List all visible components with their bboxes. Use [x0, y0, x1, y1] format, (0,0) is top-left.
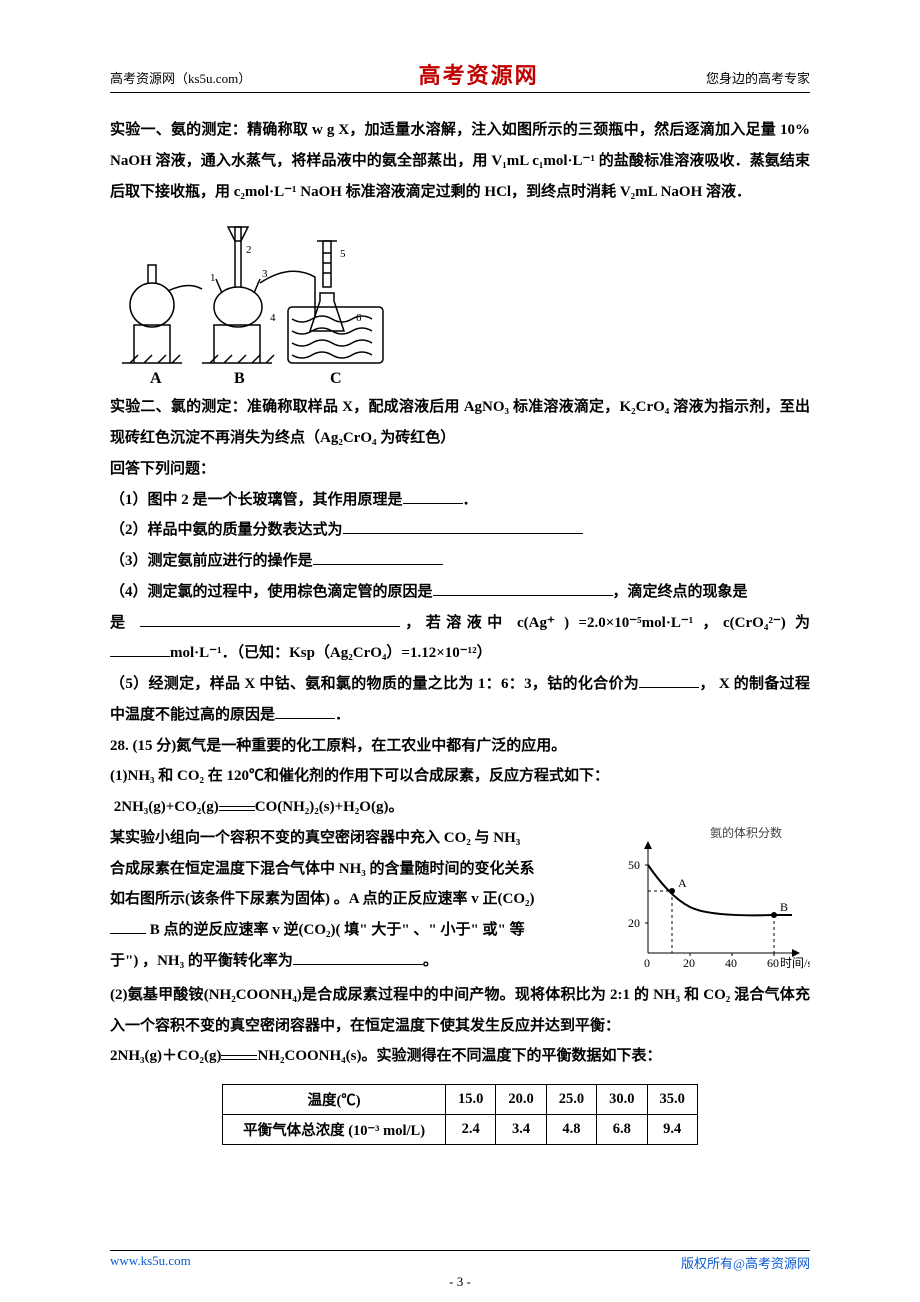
q4c: ，若溶液中 c(Ag⁺ ) =2.0×10⁻⁵mol·L⁻¹ ，c(CrO₄²⁻…	[400, 615, 810, 631]
exp2-desc: 实验二、氯的测定：准确称取样品 X，配成溶液后用 AgNO₃ 标准溶液滴定，K₂…	[110, 392, 810, 454]
blank	[140, 626, 400, 627]
chart-text-block: 氨的体积分数 50 20 0 20 40 60 时间/s	[110, 823, 810, 980]
q4-line2: 是 ，若溶液中 c(Ag⁺ ) =2.0×10⁻⁵mol·L⁻¹ ，c(CrO₄…	[110, 608, 810, 639]
header: 高考资源网（ks5u.com） 高考资源网 您身边的高考专家	[110, 58, 810, 93]
q1-text: （1）图中 2 是一个长玻璃管，其作用原理是	[110, 492, 403, 508]
sec28-title: 28. (15 分)氮气是一种重要的化工原料，在工农业中都有广泛的应用。	[110, 731, 810, 762]
svg-text:0: 0	[644, 956, 650, 970]
q4b: ，滴定终点的现象是	[613, 584, 748, 600]
svg-text:60: 60	[767, 956, 779, 970]
footer: www.ks5u.com 版权所有@高考资源网	[110, 1250, 810, 1272]
q3: （3）测定氨前应进行的操作是	[110, 546, 810, 577]
svg-text:3: 3	[262, 268, 268, 280]
q2-text: （2）样品中氨的质量分数表达式为	[110, 522, 343, 538]
nh3-chart: 氨的体积分数 50 20 0 20 40 60 时间/s	[620, 825, 810, 980]
cell: 6.8	[597, 1115, 647, 1145]
exp1-desc: 实验一、氨的测定：精确称取 w g X，加适量水溶解，注入如图所示的三颈瓶中，然…	[110, 115, 810, 207]
apparatus-figure: A B C 2 1 3 4 5 6	[110, 213, 810, 388]
label-b: B	[234, 370, 245, 387]
blank	[313, 564, 443, 565]
q5-line1: （5）经测定，样品 X 中钴、氨和氯的物质的量之比为 1：6：3，钴的化合价为，…	[110, 669, 810, 731]
blank	[275, 718, 335, 719]
blank	[293, 964, 423, 965]
equilibrium-table: 温度(℃) 15.0 20.0 25.0 30.0 35.0 平衡气体总浓度 (…	[222, 1084, 698, 1145]
svg-text:4: 4	[270, 312, 276, 324]
cell: 20.0	[496, 1085, 546, 1115]
blank	[110, 656, 170, 657]
svg-text:20: 20	[683, 956, 695, 970]
footer-right: 版权所有@高考资源网	[681, 1253, 810, 1272]
header-right: 您身边的高考专家	[706, 68, 810, 87]
label-a: A	[150, 370, 162, 387]
label-c: C	[330, 370, 342, 387]
q4-line1: （4）测定氯的过程中，使用棕色滴定管的原因是 ，滴定终点的现象是	[110, 577, 810, 608]
row2-label: 平衡气体总浓度 (10⁻³ mol/L)	[223, 1115, 446, 1145]
cell: 4.8	[546, 1115, 596, 1145]
answer-prompt: 回答下列问题：	[110, 454, 810, 485]
svg-text:6: 6	[356, 312, 362, 324]
sec28-p1: (1)NH₃ 和 CO₂ 在 120℃和催化剂的作用下可以合成尿素，反应方程式如…	[110, 761, 810, 792]
eq1: 2NH₃(g)+CO₂(g)CO(NH₂)₂(s)+H₂O(g)。	[110, 792, 810, 823]
cell: 30.0	[597, 1085, 647, 1115]
q1: （1）图中 2 是一个长玻璃管，其作用原理是．	[110, 485, 810, 516]
page-number: - 3 -	[0, 1274, 920, 1290]
header-left: 高考资源网（ks5u.com）	[110, 68, 251, 87]
q3-text: （3）测定氨前应进行的操作是	[110, 553, 313, 569]
svg-text:时间/s: 时间/s	[780, 956, 810, 970]
svg-text:50: 50	[628, 858, 640, 872]
svg-text:40: 40	[725, 956, 737, 970]
table-row: 温度(℃) 15.0 20.0 25.0 30.0 35.0	[223, 1085, 698, 1115]
eq2: 2NH₃(g)＋CO₂(g)NH₂COONH₄(s)。实验测得在不同温度下的平衡…	[110, 1041, 810, 1072]
svg-text:A: A	[678, 876, 687, 890]
q2: （2）样品中氨的质量分数表达式为	[110, 515, 810, 546]
page: 高考资源网（ks5u.com） 高考资源网 您身边的高考专家 实验一、氨的测定：…	[0, 0, 920, 1145]
p28-3a: (2)氨基甲酸铵(NH₂COONH₄)是合成尿素过程中的中间产物。现将体积比为 …	[110, 980, 810, 1042]
cell: 2.4	[446, 1115, 496, 1145]
svg-text:5: 5	[340, 248, 346, 260]
q4-line3: mol·L⁻¹．（已知：Ksp（Ag₂CrO₄）=1.12×10⁻¹²）	[110, 638, 810, 669]
blank	[639, 687, 699, 688]
table-row: 平衡气体总浓度 (10⁻³ mol/L) 2.4 3.4 4.8 6.8 9.4	[223, 1115, 698, 1145]
blank	[110, 933, 146, 934]
cell: 3.4	[496, 1115, 546, 1145]
blank	[403, 503, 463, 504]
blank	[343, 533, 583, 534]
apparatus-svg: A B C 2 1 3 4 5 6	[110, 213, 400, 388]
row1-label: 温度(℃)	[223, 1085, 446, 1115]
q4a: （4）测定氯的过程中，使用棕色滴定管的原因是	[110, 584, 433, 600]
chart-title: 氨的体积分数	[710, 825, 782, 840]
q5a: （5）经测定，样品 X 中钴、氨和氯的物质的量之比为 1：6：3，钴的化合价为	[110, 676, 639, 692]
blank	[433, 595, 613, 596]
svg-text:2: 2	[246, 244, 252, 256]
header-logo: 高考资源网	[419, 58, 539, 90]
footer-left: www.ks5u.com	[110, 1253, 191, 1272]
q4d: mol·L⁻¹．（已知：Ksp（Ag₂CrO₄）=1.12×10⁻¹²）	[170, 645, 492, 661]
svg-text:B: B	[780, 900, 788, 914]
cell: 25.0	[546, 1085, 596, 1115]
svg-text:20: 20	[628, 916, 640, 930]
svg-text:1: 1	[210, 272, 216, 284]
cell: 15.0	[446, 1085, 496, 1115]
cell: 9.4	[647, 1115, 697, 1145]
cell: 35.0	[647, 1085, 697, 1115]
